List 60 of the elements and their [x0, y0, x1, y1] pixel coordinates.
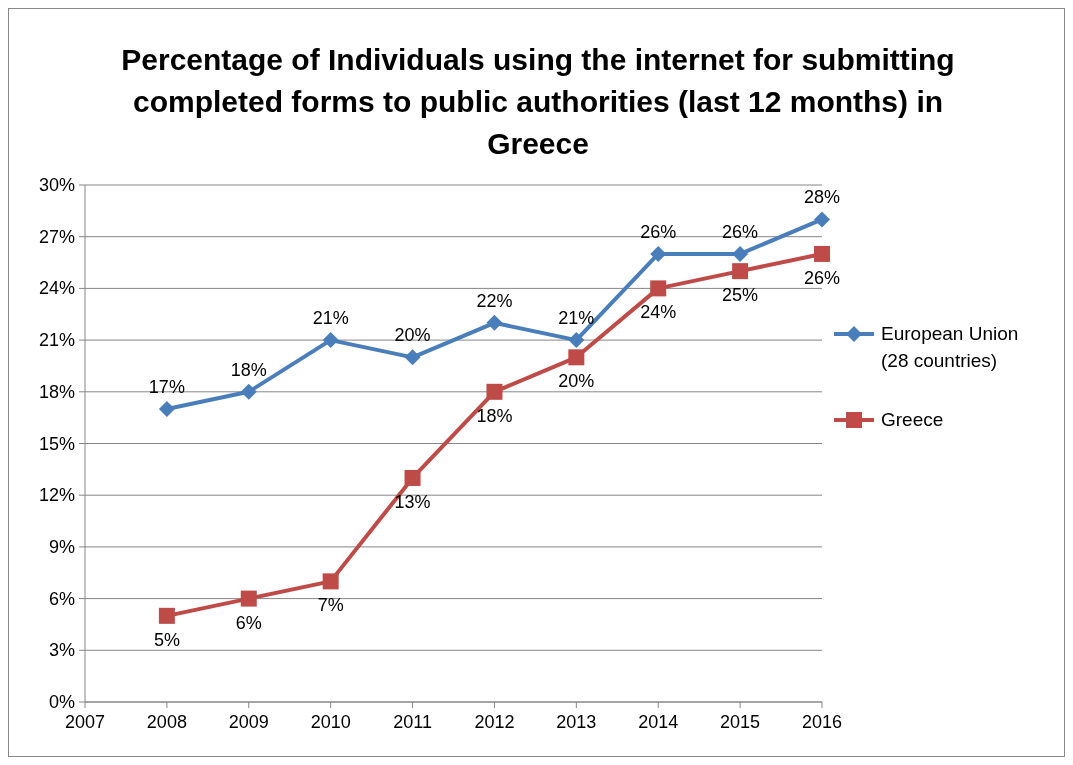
y-tick-label: 3%: [48, 640, 75, 661]
data-label: 25%: [722, 285, 759, 306]
data-label: 18%: [476, 405, 513, 426]
y-tick-label: 21%: [38, 330, 75, 351]
data-label: 20%: [394, 325, 431, 346]
point: [404, 349, 421, 366]
data-label: 17%: [148, 377, 185, 398]
point: [322, 573, 339, 590]
legend-label: Greece: [881, 409, 944, 430]
y-tick-label: 15%: [38, 433, 75, 454]
chart-title: Percentage of Individuals using the internet for submitting completed forms to public authorities (last 12 months) in Greece: [121, 43, 955, 160]
x-tick-label: 2013: [556, 712, 597, 732]
point: [486, 314, 503, 331]
point: [650, 245, 667, 262]
y-tick-label: 6%: [48, 588, 75, 609]
point: [814, 245, 830, 262]
data-label: 18%: [230, 359, 267, 380]
point: [568, 349, 585, 366]
point: [568, 332, 585, 349]
x-tick-label: 2015: [720, 712, 761, 732]
y-tick-label: 0%: [48, 692, 75, 712]
y-tick-label: 18%: [38, 381, 75, 402]
data-label: 7%: [317, 595, 344, 616]
point: [404, 469, 421, 486]
data-label: 28%: [803, 187, 841, 208]
data-label: 26%: [803, 267, 841, 288]
data-label: 22%: [476, 290, 513, 311]
data-label: 26%: [722, 221, 759, 242]
x-tick-label: 2010: [310, 712, 351, 732]
data-label: 6%: [235, 612, 262, 633]
y-tick-label: 9%: [48, 536, 75, 557]
x-tick-label: 2008: [146, 712, 187, 732]
x-tick-label: 2007: [64, 712, 106, 732]
x-tick-label: 2009: [228, 712, 269, 732]
point: [158, 401, 175, 418]
x-tick-label: 2012: [474, 712, 515, 732]
data-label: 21%: [312, 308, 349, 329]
data-label: 5%: [153, 629, 180, 650]
y-tick-label: 12%: [38, 485, 75, 506]
point: [322, 332, 339, 349]
x-tick-label: 2011: [393, 712, 432, 732]
y-tick-label: 30%: [38, 175, 75, 195]
data-label: 21%: [558, 308, 595, 329]
legend-label: European Union (28 countries): [881, 323, 1019, 371]
point: [158, 607, 175, 624]
x-tick-label: 2014: [638, 712, 679, 732]
point: [650, 280, 667, 297]
data-label: 20%: [558, 371, 595, 392]
point: [732, 263, 749, 280]
y-tick-label: 27%: [38, 226, 75, 247]
point: [240, 590, 257, 607]
data-label: 24%: [640, 302, 677, 323]
y-tick-label: 24%: [38, 278, 75, 299]
point: [732, 245, 749, 262]
point: [486, 383, 503, 400]
point: [814, 211, 830, 228]
data-label: 13%: [394, 491, 431, 512]
point: [240, 383, 257, 400]
x-tick-label: 2016: [801, 712, 843, 732]
data-label: 26%: [640, 221, 677, 242]
